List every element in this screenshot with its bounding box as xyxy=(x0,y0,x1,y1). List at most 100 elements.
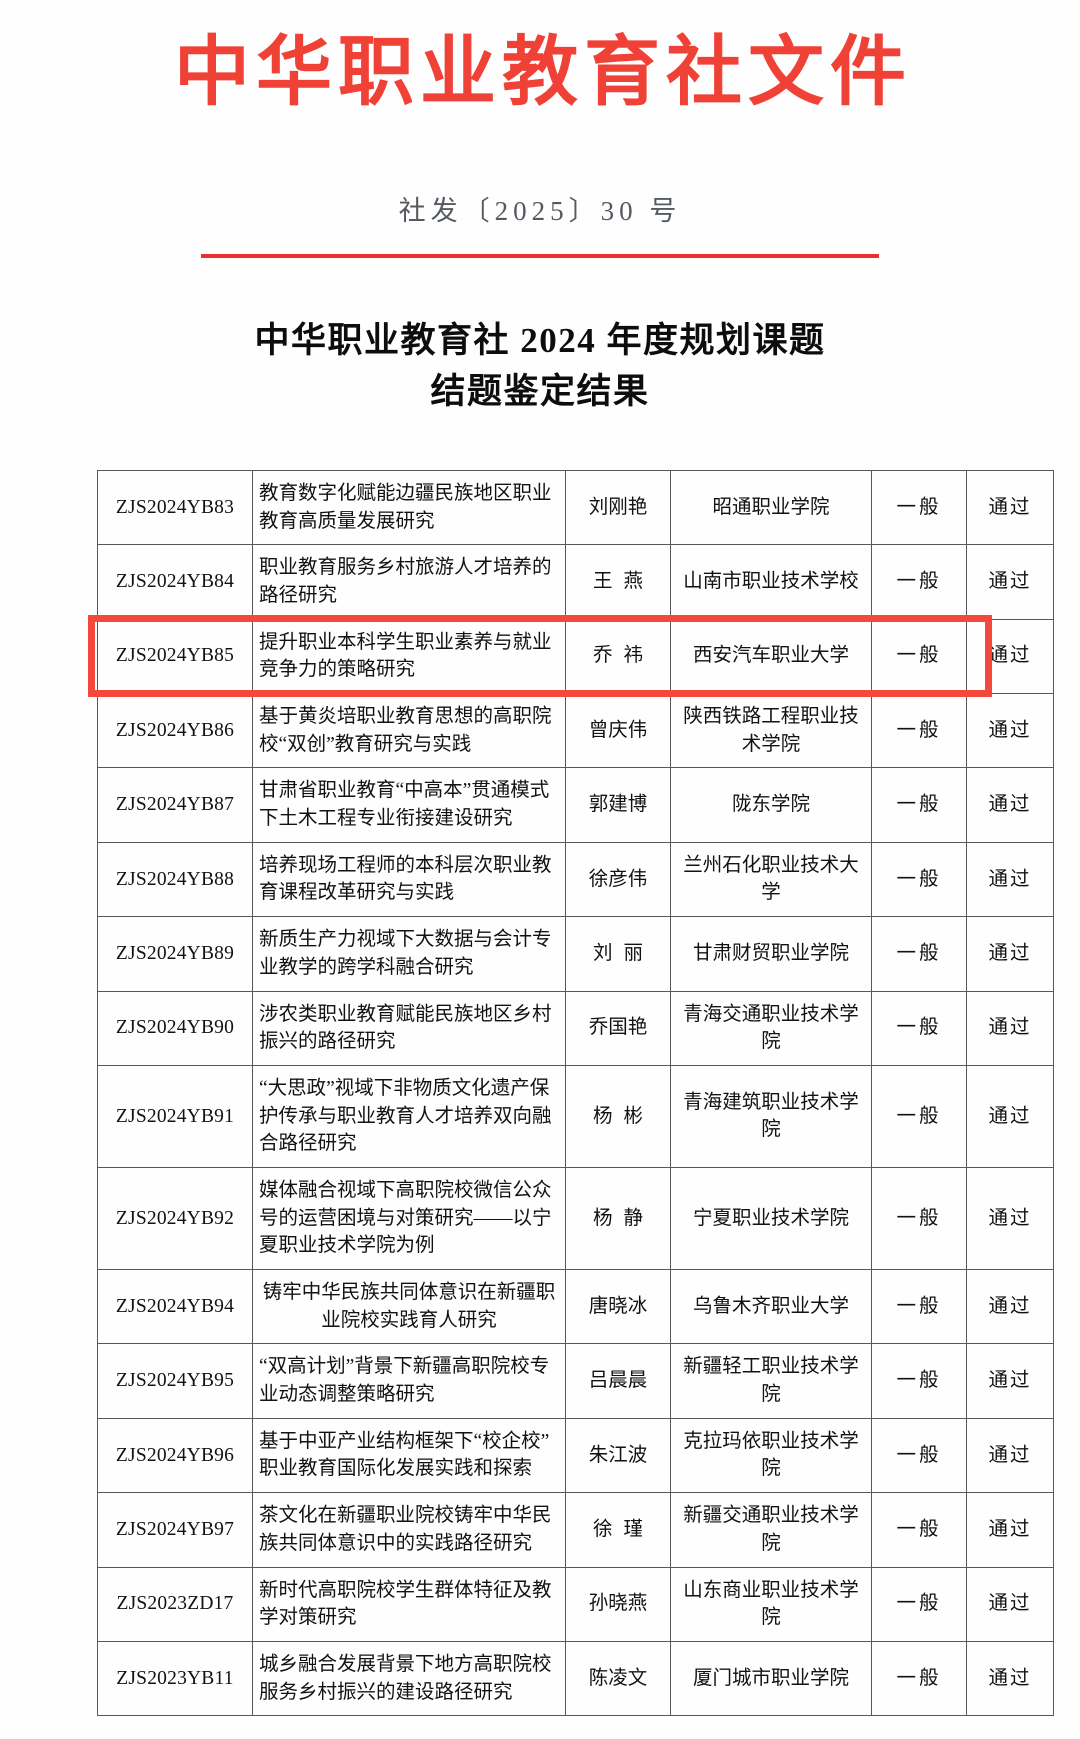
cell-institution: 甘肃财贸职业学院 xyxy=(670,916,872,992)
cell-institution: 新疆交通职业技术学院 xyxy=(670,1492,872,1568)
cell-category: 一般 xyxy=(871,767,967,843)
cell-institution: 乌鲁木齐职业大学 xyxy=(670,1269,872,1345)
cell-project-code: ZJS2024YB91 xyxy=(97,1064,253,1168)
cell-review-result: 通过 xyxy=(966,1640,1054,1717)
cell-category: 一般 xyxy=(871,469,967,546)
cell-institution: 克拉玛依职业技术学院 xyxy=(670,1417,872,1494)
cell-project-code: ZJS2023YB11 xyxy=(97,1640,253,1717)
cell-project-title: 媒体融合视域下高职院校微信公众号的运营困境与对策研究——以宁夏职业技术学院为例 xyxy=(252,1166,566,1271)
cell-project-code: ZJS2023ZD17 xyxy=(97,1566,253,1642)
cell-project-title: 铸牢中华民族共同体意识在新疆职业院校实践育人研究 xyxy=(252,1269,566,1345)
cell-project-title: 涉农类职业教育赋能民族地区乡村振兴的路径研究 xyxy=(252,990,566,1066)
person-name-spaced: 徐瑾 xyxy=(592,1518,654,1540)
cell-principal: 杨彬 xyxy=(565,1064,671,1168)
cell-principal: 陈凌文 xyxy=(565,1640,671,1717)
cell-principal: 郭建博 xyxy=(565,767,671,843)
cell-category: 一般 xyxy=(871,1640,967,1717)
table-row: ZJS2024YB96 基于中亚产业结构框架下“校企校”职业教育国际化发展实践和探… xyxy=(97,1417,1054,1494)
page-title: 中华职业教育社 2024 年度规划课题 结题鉴定结果 xyxy=(0,316,1080,418)
table-row: ZJS2024YB83 教育数字化赋能边疆民族地区职业教育高质量发展研究 刘刚艳 昭通… xyxy=(97,469,1054,546)
cell-project-code: ZJS2024YB88 xyxy=(97,841,253,918)
cell-principal: 徐彦伟 xyxy=(565,841,671,918)
cell-project-code: ZJS2024YB83 xyxy=(97,469,253,546)
cell-review-result: 通过 xyxy=(966,1343,1054,1419)
cell-review-result: 通过 xyxy=(966,1566,1054,1642)
cell-institution: 青海建筑职业技术学院 xyxy=(670,1064,872,1168)
cell-project-code: ZJS2024YB85 xyxy=(97,618,253,695)
cell-principal: 乔祎 xyxy=(565,618,671,695)
person-name-spaced: 杨静 xyxy=(592,1207,654,1229)
cell-institution: 陇东学院 xyxy=(670,767,872,843)
cell-project-title: 教育数字化赋能边疆民族地区职业教育高质量发展研究 xyxy=(252,469,566,546)
cell-principal: 曾庆伟 xyxy=(565,693,671,769)
cell-review-result: 通过 xyxy=(966,841,1054,918)
cell-principal: 乔国艳 xyxy=(565,990,671,1066)
cell-institution: 青海交通职业技术学院 xyxy=(670,990,872,1066)
cell-principal: 孙晓燕 xyxy=(565,1566,671,1642)
cell-principal: 徐瑾 xyxy=(565,1492,671,1568)
cell-principal: 刘刚艳 xyxy=(565,469,671,546)
red-separator-rule xyxy=(201,254,879,259)
cell-category: 一般 xyxy=(871,1166,967,1271)
cell-institution: 山南市职业技术学校 xyxy=(670,544,872,620)
cell-review-result: 通过 xyxy=(966,1064,1054,1168)
table-row: ZJS2024YB91 “大思政”视域下非物质文化遗产保护传承与职业教育人才培养双… xyxy=(97,1064,1054,1168)
person-name-spaced: 杨彬 xyxy=(592,1105,654,1127)
cell-category: 一般 xyxy=(871,693,967,769)
cell-principal: 唐晓冰 xyxy=(565,1269,671,1345)
cell-principal: 吕晨晨 xyxy=(565,1343,671,1419)
cell-category: 一般 xyxy=(871,544,967,620)
cell-project-code: ZJS2024YB95 xyxy=(97,1343,253,1419)
cell-principal: 王燕 xyxy=(565,544,671,620)
cell-project-title: 职业教育服务乡村旅游人才培养的路径研究 xyxy=(252,544,566,620)
cell-category: 一般 xyxy=(871,1492,967,1568)
cell-principal: 朱江波 xyxy=(565,1417,671,1494)
results-table: ZJS2024YB83 教育数字化赋能边疆民族地区职业教育高质量发展研究 刘刚艳 昭通… xyxy=(97,469,1054,1717)
table-row: ZJS2024YB86 基于黄炎培职业教育思想的高职院校“双创”教育研究与实践 曾庆… xyxy=(97,693,1054,769)
cell-project-code: ZJS2024YB87 xyxy=(97,767,253,843)
results-table-container: ZJS2024YB83 教育数字化赋能边疆民族地区职业教育高质量发展研究 刘刚艳 昭通… xyxy=(88,469,1054,1717)
table-row: ZJS2024YB88 培养现场工程师的本科层次职业教育课程改革研究与实践 徐彦伟兰… xyxy=(97,841,1054,918)
cell-institution: 昭通职业学院 xyxy=(670,469,872,546)
person-name-spaced: 刘丽 xyxy=(592,942,654,964)
cell-project-code: ZJS2024YB84 xyxy=(97,544,253,620)
cell-project-code: ZJS2024YB89 xyxy=(97,916,253,992)
cell-review-result: 通过 xyxy=(966,916,1054,992)
cell-category: 一般 xyxy=(871,1566,967,1642)
cell-institution: 兰州石化职业技术大学 xyxy=(670,841,872,918)
table-row: ZJS2024YB94 铸牢中华民族共同体意识在新疆职业院校实践育人研究 唐晓冰 乌鲁… xyxy=(97,1269,1054,1345)
cell-project-code: ZJS2024YB97 xyxy=(97,1492,253,1568)
table-row: ZJS2024YB92 媒体融合视域下高职院校微信公众号的运营困境与对策研究——以… xyxy=(97,1166,1054,1271)
cell-review-result: 通过 xyxy=(966,1417,1054,1494)
cell-review-result: 通过 xyxy=(966,693,1054,769)
cell-project-title: 新质生产力视域下大数据与会计专业教学的跨学科融合研究 xyxy=(252,916,566,992)
document-number: 社发〔2025〕30 号 xyxy=(398,196,682,227)
cell-review-result: 通过 xyxy=(966,544,1054,620)
cell-project-title: 甘肃省职业教育“中高本”贯通模式下土木工程专业衔接建设研究 xyxy=(252,767,566,843)
cell-category: 一般 xyxy=(871,1417,967,1494)
cell-review-result: 通过 xyxy=(966,990,1054,1066)
cell-institution: 山东商业职业技术学院 xyxy=(670,1566,872,1642)
cell-review-result: 通过 xyxy=(966,1269,1054,1345)
table-row: ZJS2024YB90 涉农类职业教育赋能民族地区乡村振兴的路径研究 乔国艳 青海交通… xyxy=(97,990,1054,1066)
page-title-line-1: 中华职业教育社 2024 年度规划课题 xyxy=(254,321,826,361)
person-name-spaced: 王燕 xyxy=(592,571,654,593)
cell-project-code: ZJS2024YB86 xyxy=(97,693,253,769)
cell-institution: 厦门城市职业学院 xyxy=(670,1640,872,1717)
cell-category: 一般 xyxy=(871,1343,967,1419)
cell-project-title: 基于中亚产业结构框架下“校企校”职业教育国际化发展实践和探索 xyxy=(252,1417,566,1494)
cell-principal: 刘丽 xyxy=(565,916,671,992)
cell-institution: 宁夏职业技术学院 xyxy=(670,1166,872,1271)
cell-category: 一般 xyxy=(871,618,967,695)
cell-project-title: “大思政”视域下非物质文化遗产保护传承与职业教育人才培养双向融合路径研究 xyxy=(252,1064,566,1168)
cell-category: 一般 xyxy=(871,916,967,992)
table-row: ZJS2024YB95 “双高计划”背景下新疆高职院校专业动态调整策略研究 吕晨晨新… xyxy=(97,1343,1054,1419)
document-number-row: 社发〔2025〕30 号 xyxy=(0,189,1080,228)
person-name-spaced: 乔祎 xyxy=(592,645,654,667)
table-row: ZJS2023YB11 城乡融合发展背景下地方高职院校服务乡村振兴的建设路径研究陈… xyxy=(97,1640,1054,1717)
cell-institution: 陕西铁路工程职业技术学院 xyxy=(670,693,872,769)
table-row: ZJS2024YB84 职业教育服务乡村旅游人才培养的路径研究 王燕 山南市职业技术学… xyxy=(97,544,1054,620)
page-title-line-2: 结题鉴定结果 xyxy=(430,372,650,412)
cell-principal: 杨静 xyxy=(565,1166,671,1271)
